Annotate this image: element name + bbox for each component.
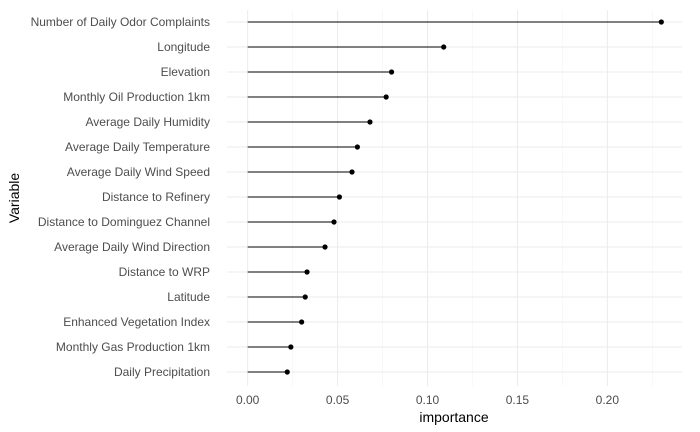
- y-category-label: Distance to Dominguez Channel: [38, 215, 210, 229]
- lollipop-point: [441, 44, 447, 50]
- lollipop-point: [658, 19, 664, 25]
- y-category-label: Longitude: [157, 40, 210, 54]
- y-category-label: Enhanced Vegetation Index: [63, 315, 210, 329]
- y-category-label: Monthly Oil Production 1km: [63, 90, 210, 104]
- x-tick-label: 0.15: [506, 393, 530, 407]
- lollipop-point: [349, 169, 355, 175]
- lollipop-point: [367, 119, 373, 125]
- y-category-label: Average Daily Temperature: [65, 140, 210, 154]
- lollipop-point: [302, 294, 308, 300]
- y-category-label: Number of Daily Odor Complaints: [31, 15, 210, 29]
- y-category-label: Latitude: [167, 290, 210, 304]
- x-tick-label: 0.20: [596, 393, 620, 407]
- labels-layer: 0.00 0.05 0.10 0.15 0.20 Number of Daily Odor…: [31, 15, 620, 407]
- y-category-label: Average Daily Humidity: [86, 115, 211, 129]
- y-category-label: Average Daily Wind Direction: [54, 240, 210, 254]
- lollipop-point: [383, 94, 389, 100]
- y-category-label: Distance to Refinery: [102, 190, 210, 204]
- y-axis-title: Variable: [6, 173, 22, 224]
- y-category-label: Monthly Gas Production 1km: [56, 340, 210, 354]
- lollipop-point: [284, 369, 290, 375]
- lollipop-point: [388, 69, 395, 75]
- grid-layer: [227, 10, 682, 386]
- lollipop-point: [288, 344, 294, 350]
- lollipop-point: [354, 144, 360, 150]
- lollipop-point: [299, 319, 305, 325]
- x-tick-label: 0.10: [416, 393, 440, 407]
- lollipop-point: [331, 219, 337, 225]
- y-category-label: Average Daily Wind Speed: [67, 165, 210, 179]
- x-tick-label: 0.00: [236, 393, 260, 407]
- y-category-label: Distance to WRP: [119, 265, 210, 279]
- x-axis-title: importance: [419, 409, 488, 425]
- lollipop-point: [322, 244, 328, 250]
- x-tick-label: 0.05: [326, 393, 350, 407]
- y-category-label: Daily Precipitation: [114, 365, 210, 379]
- lollipop-point: [336, 194, 343, 200]
- marks-layer: [247, 19, 664, 375]
- y-category-label: Elevation: [161, 65, 210, 79]
- lollipop-point: [304, 269, 310, 275]
